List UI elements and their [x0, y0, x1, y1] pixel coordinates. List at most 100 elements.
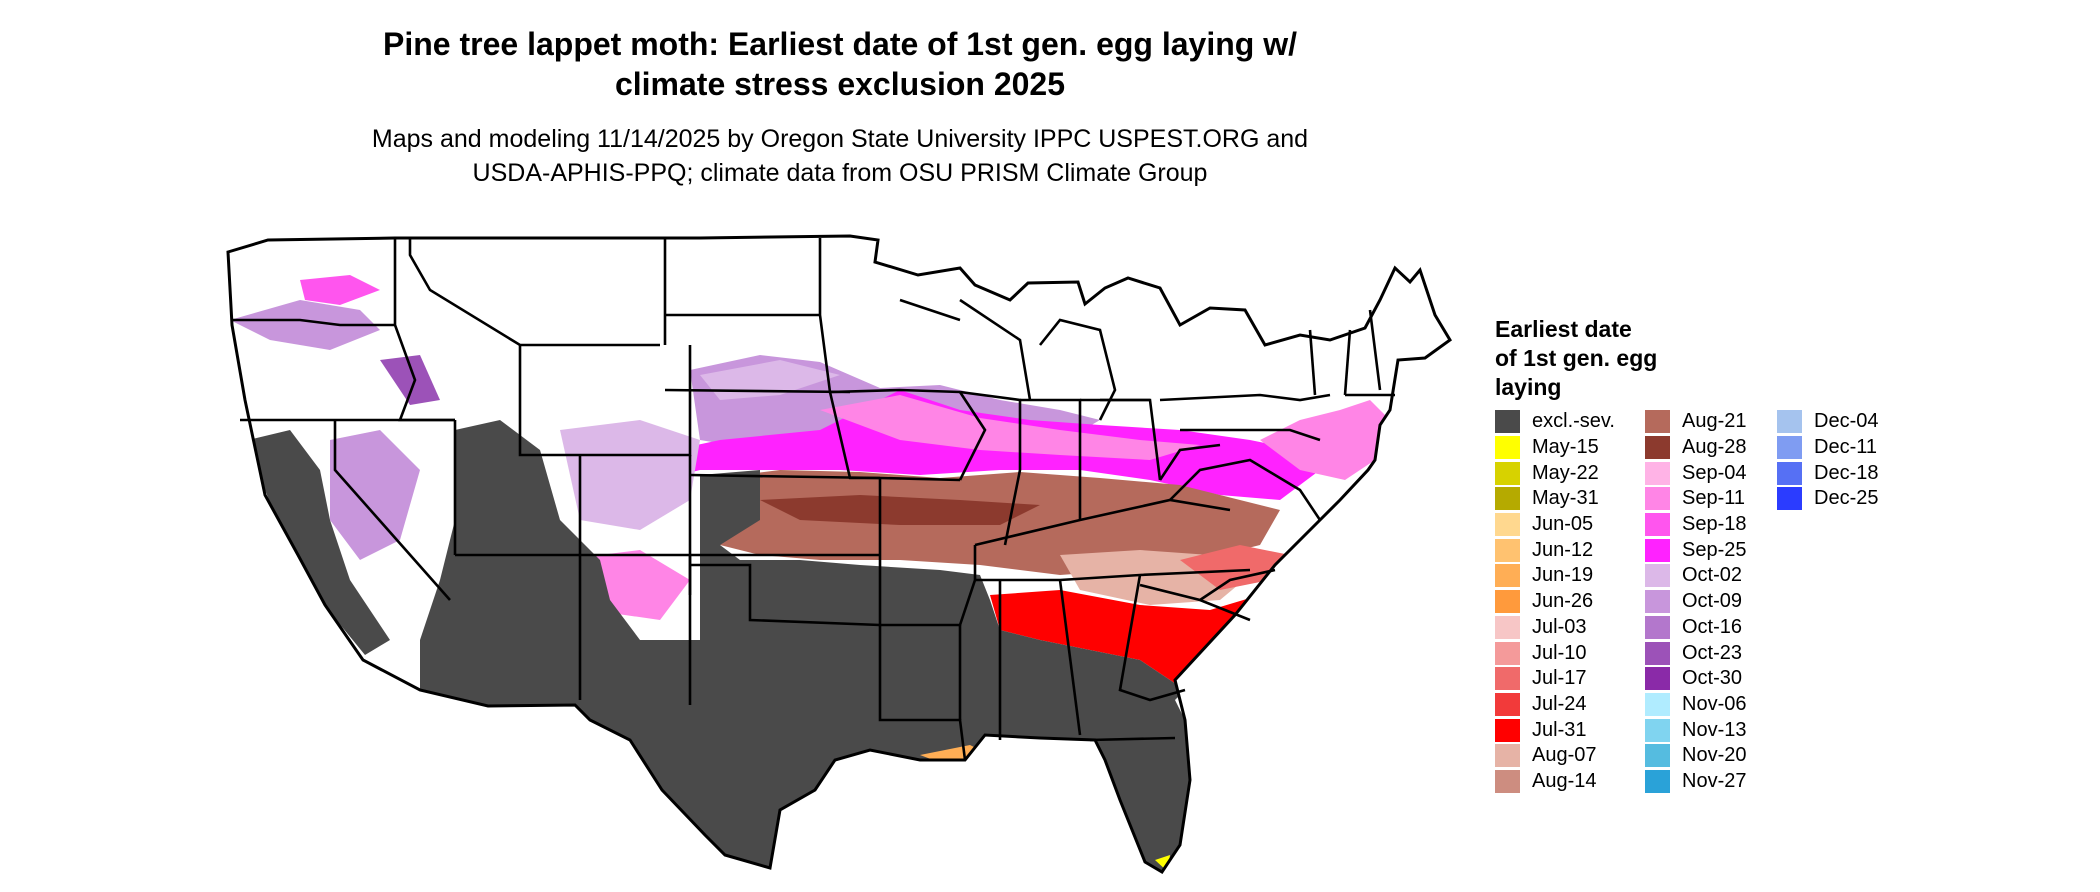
legend-swatch [1645, 692, 1670, 716]
legend-swatch [1645, 410, 1670, 434]
region-aug-dark [760, 495, 1040, 525]
legend-item: Sep-04 [1645, 460, 1747, 486]
legend-label: Jul-24 [1532, 692, 1587, 715]
map-subtitle-line-1: Maps and modeling 11/14/2025 by Oregon S… [371, 125, 1309, 153]
legend-swatch [1645, 564, 1670, 588]
legend-swatch [1777, 461, 1802, 485]
legend-swatch [1645, 590, 1670, 614]
legend-label: Oct-23 [1682, 641, 1743, 664]
legend-item: May-31 [1495, 486, 1615, 512]
legend-label: Dec-04 [1814, 410, 1879, 433]
legend-label: Jun-05 [1532, 513, 1594, 536]
legend-label: excl.-sev. [1532, 410, 1615, 433]
legend-item: Nov-27 [1645, 769, 1747, 795]
us-choropleth-map [226, 234, 1452, 875]
legend-item: Sep-25 [1645, 537, 1747, 563]
legend-title: Earliest date of 1st gen. egg laying [1495, 315, 1735, 402]
legend-swatch [1645, 718, 1670, 742]
legend-label: Jul-10 [1532, 641, 1587, 664]
legend-item: Dec-25 [1777, 486, 1878, 512]
legend-swatch [1777, 410, 1802, 434]
legend-swatch [1495, 461, 1520, 485]
region-excl-southwest [420, 420, 700, 706]
legend-swatch [1645, 667, 1670, 691]
legend-label: May-15 [1532, 436, 1599, 459]
region-excl-south [575, 470, 1190, 872]
legend-item: Aug-07 [1495, 743, 1615, 769]
legend-title-line: laying [1495, 374, 1562, 400]
legend-label: Oct-02 [1682, 564, 1743, 587]
legend-item: Oct-09 [1645, 589, 1747, 615]
legend-label: Nov-20 [1682, 744, 1747, 767]
legend-swatch [1645, 744, 1670, 768]
legend-item: Oct-02 [1645, 563, 1747, 589]
legend-item: Nov-06 [1645, 692, 1747, 718]
legend-item: Jul-31 [1495, 717, 1615, 743]
map-subtitle-line-2: USDA-APHIS-PPQ; climate data from OSU PR… [472, 159, 1208, 187]
legend-swatch [1495, 692, 1520, 716]
legend-label: Dec-18 [1814, 461, 1879, 484]
legend-item: Jul-03 [1495, 615, 1615, 641]
legend-column-2: Aug-21 Aug-28 Sep-04 Sep-11 Sep-18 Sep-25 Oct-… [1645, 409, 1747, 794]
legend-label: Dec-25 [1814, 487, 1879, 510]
legend-item: Sep-18 [1645, 512, 1747, 538]
legend-label: Jun-26 [1532, 590, 1594, 613]
region-oregon-pink [300, 275, 380, 305]
region-northeast-pink [1260, 400, 1390, 480]
legend-item: Oct-16 [1645, 615, 1747, 641]
region-idaho-purple [380, 355, 440, 405]
state-borders [232, 238, 1395, 761]
map-title-line-2: climate stress exclusion 2025 [614, 66, 1066, 102]
legend-item: Dec-18 [1777, 460, 1878, 486]
legend-swatch [1645, 641, 1670, 665]
legend-label: Aug-07 [1532, 744, 1597, 767]
region-sep-pink [820, 395, 1200, 460]
map-color-regions [230, 275, 1390, 872]
legend-item: Oct-30 [1645, 666, 1747, 692]
legend-swatch [1495, 564, 1520, 588]
legend-item: Aug-14 [1495, 769, 1615, 795]
legend-label: Aug-14 [1532, 769, 1597, 792]
legend-item: Jun-19 [1495, 563, 1615, 589]
legend-label: May-22 [1532, 461, 1599, 484]
map-subtitle: Maps and modeling 11/14/2025 by Oregon S… [0, 122, 1680, 190]
legend-swatch [1645, 538, 1670, 562]
legend-swatch [1495, 513, 1520, 537]
legend-item: Jul-24 [1495, 692, 1615, 718]
legend-label: May-31 [1532, 487, 1599, 510]
legend-item: Dec-11 [1777, 435, 1878, 461]
national-border [226, 234, 1452, 875]
legend-label: Jul-03 [1532, 615, 1587, 638]
legend-label: Aug-28 [1682, 436, 1747, 459]
legend-swatch [1645, 461, 1670, 485]
legend-label: Oct-30 [1682, 667, 1743, 690]
legend-swatch [1645, 513, 1670, 537]
legend-item: Jul-10 [1495, 640, 1615, 666]
legend-swatch [1495, 615, 1520, 639]
legend-item: Oct-23 [1645, 640, 1747, 666]
legend-label: Jun-19 [1532, 564, 1594, 587]
legend-swatch [1645, 769, 1670, 793]
legend-item: Nov-20 [1645, 743, 1747, 769]
region-colorado-purple [560, 420, 700, 530]
legend-swatch [1495, 487, 1520, 511]
legend-swatch [1777, 487, 1802, 511]
map-title-line-1: Pine tree lappet moth: Earliest date of … [383, 26, 1297, 62]
legend-item: Nov-13 [1645, 717, 1747, 743]
legend-item: Sep-11 [1645, 486, 1747, 512]
legend-item: Aug-28 [1645, 435, 1747, 461]
legend-label: Oct-16 [1682, 615, 1743, 638]
legend-swatch [1645, 615, 1670, 639]
legend-label: Sep-18 [1682, 513, 1747, 536]
legend-item: Jul-17 [1495, 666, 1615, 692]
legend-label: Dec-11 [1814, 436, 1877, 459]
legend-item: Jun-12 [1495, 537, 1615, 563]
legend-item: Jun-05 [1495, 512, 1615, 538]
region-jul-red [990, 560, 1300, 690]
legend-column-1: excl.-sev. May-15 May-22 May-31 Jun-05 Jun-12… [1495, 409, 1615, 794]
legend-label: Sep-04 [1682, 461, 1747, 484]
legend-label: Oct-09 [1682, 590, 1743, 613]
legend-item: Aug-21 [1645, 409, 1747, 435]
legend-item: May-15 [1495, 435, 1615, 461]
legend-item: excl.-sev. [1495, 409, 1615, 435]
